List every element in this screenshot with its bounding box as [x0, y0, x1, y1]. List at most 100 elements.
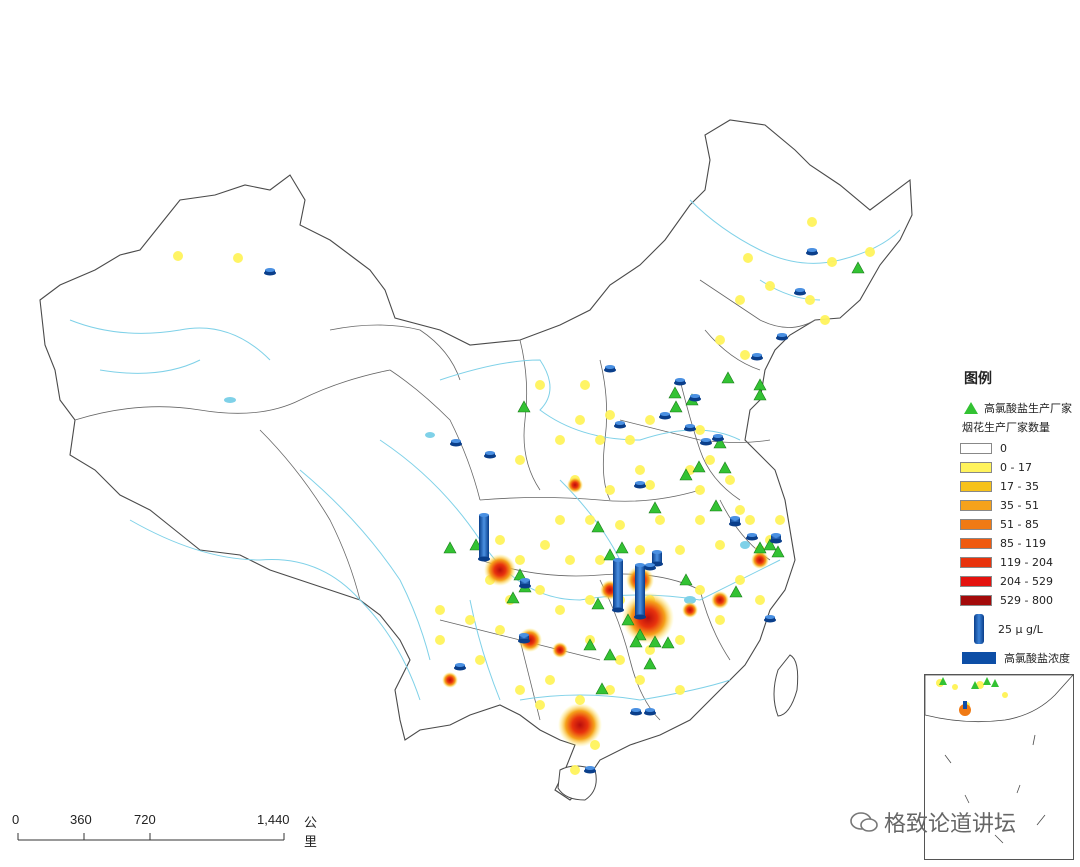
legend-class-label: 529 - 800 — [1000, 594, 1053, 607]
legend-class-label: 17 - 35 — [1000, 480, 1039, 493]
fireworks-dot — [233, 253, 243, 263]
fireworks-dot — [495, 535, 505, 545]
fireworks-dot — [435, 605, 445, 615]
scale-tick-0: 0 — [12, 812, 20, 827]
green-triangle-icon — [964, 401, 978, 414]
factory-marker — [603, 648, 617, 661]
legend-fireworks-label: 烟花生产厂家数量 — [962, 421, 1050, 434]
fireworks-dot — [695, 485, 705, 495]
concentration-marker — [264, 268, 276, 276]
legend-class-row: 204 - 529 — [960, 572, 1078, 591]
legend: 图例 高氯酸盐生产厂家 烟花生产厂家数量 0 0 - 17 17 - 35 35 - … — [960, 368, 1078, 667]
concentration-marker — [484, 451, 496, 459]
concentration-marker — [794, 288, 806, 296]
fireworks-dot — [555, 435, 565, 445]
scale-bar-graphic — [17, 833, 285, 841]
fireworks-dot — [740, 350, 750, 360]
fireworks-hotspot — [552, 642, 568, 658]
concentration-marker — [454, 663, 466, 671]
fireworks-dot — [535, 380, 545, 390]
fireworks-dot — [745, 515, 755, 525]
fireworks-dot — [715, 615, 725, 625]
fireworks-dot — [625, 435, 635, 445]
factory-marker — [595, 682, 609, 695]
fireworks-dot — [765, 281, 775, 291]
fireworks-dot — [735, 505, 745, 515]
fireworks-dot — [645, 480, 655, 490]
factory-marker — [709, 499, 723, 512]
fireworks-dot — [827, 257, 837, 267]
fireworks-dot — [645, 645, 655, 655]
legend-class-row: 17 - 35 — [960, 477, 1078, 496]
factory-marker — [629, 635, 643, 648]
legend-class-label: 35 - 51 — [1000, 499, 1039, 512]
fireworks-dot — [725, 475, 735, 485]
legend-swatch — [960, 595, 992, 606]
fireworks-hotspot — [442, 672, 458, 688]
fireworks-dot — [645, 415, 655, 425]
fireworks-dot — [865, 247, 875, 257]
factory-marker — [669, 400, 683, 413]
fireworks-hotspot — [682, 602, 698, 618]
fireworks-dot — [635, 545, 645, 555]
factory-marker — [718, 461, 732, 474]
factory-marker — [729, 585, 743, 598]
legend-swatch — [960, 500, 992, 511]
factory-marker — [679, 573, 693, 586]
fireworks-dot — [735, 295, 745, 305]
fireworks-dot — [715, 540, 725, 550]
scale-tick-1: 360 — [70, 812, 92, 827]
fireworks-dot — [575, 415, 585, 425]
factory-marker — [517, 400, 531, 413]
fireworks-dot — [615, 655, 625, 665]
factory-marker — [443, 541, 457, 554]
blue-cylinder-icon — [974, 614, 984, 644]
factory-marker — [713, 436, 727, 449]
factory-marker — [643, 657, 657, 670]
legend-concentration-row: 高氯酸盐浓度 — [960, 648, 1078, 667]
factory-marker — [506, 591, 520, 604]
south-china-sea-inset — [924, 674, 1074, 860]
concentration-marker — [806, 248, 818, 256]
concentration-marker — [729, 516, 741, 527]
factory-marker — [603, 548, 617, 561]
fireworks-hotspot — [558, 703, 602, 747]
concentration-marker — [644, 563, 656, 571]
inset-map — [924, 674, 1074, 844]
lakes — [224, 397, 750, 604]
fireworks-dot — [515, 455, 525, 465]
legend-swatch — [960, 462, 992, 473]
wechat-icon — [850, 812, 878, 832]
fireworks-hotspot — [484, 554, 516, 586]
fireworks-dot — [715, 335, 725, 345]
concentration-marker — [634, 563, 646, 620]
legend-cylinder-row: 25 μ g/L — [960, 610, 1078, 648]
legend-class-label: 0 — [1000, 442, 1007, 455]
factory-marker — [621, 613, 635, 626]
legend-swatch — [960, 557, 992, 568]
factory-marker — [692, 460, 706, 473]
fireworks-dot — [743, 253, 753, 263]
legend-class-label: 51 - 85 — [1000, 518, 1039, 531]
factory-marker — [771, 545, 785, 558]
factory-marker — [721, 371, 735, 384]
watermark: 格致论道讲坛 — [850, 806, 1016, 838]
fireworks-dot — [695, 515, 705, 525]
fireworks-dot — [675, 545, 685, 555]
concentration-marker — [651, 550, 663, 567]
fireworks-dot — [515, 555, 525, 565]
fireworks-dot — [755, 595, 765, 605]
concentration-markers — [264, 248, 818, 774]
factory-marker — [851, 261, 865, 274]
concentration-marker — [751, 353, 763, 361]
fireworks-dot — [820, 315, 830, 325]
scale-unit: 公里 — [304, 815, 318, 849]
factory-marker — [753, 388, 767, 401]
fireworks-dot — [605, 485, 615, 495]
factory-marker — [668, 386, 682, 399]
factory-marker — [583, 638, 597, 651]
fireworks-dot — [635, 675, 645, 685]
fireworks-dot — [695, 425, 705, 435]
